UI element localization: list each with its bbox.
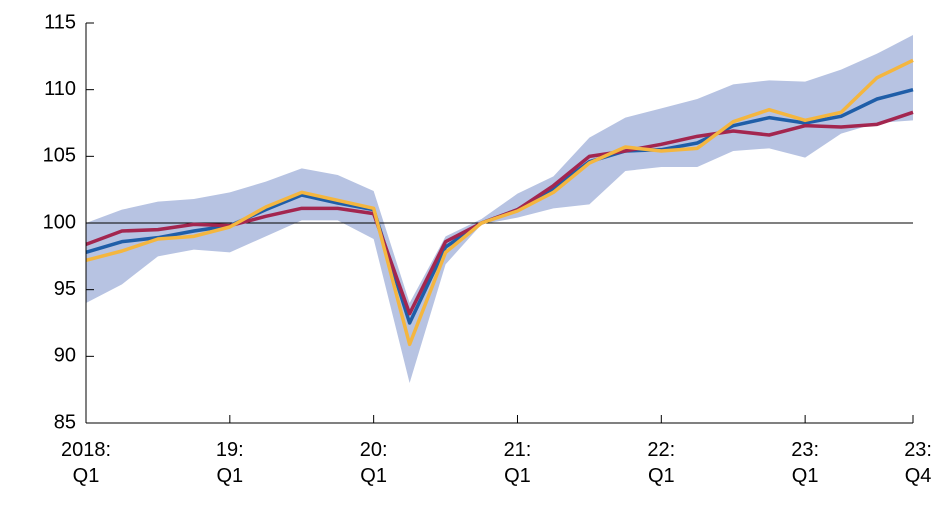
y-tick-label: 115 [44,11,76,33]
y-tick-label: 105 [43,145,76,167]
x-tick-label: 23: Q1 [791,439,820,487]
y-tick-label: 90 [54,345,76,367]
x-tick-label: 2018: Q1 [60,439,112,487]
x-tick-label: 23: Q4 [904,439,932,487]
y-tick-label: 85 [54,411,76,433]
range-band [86,35,913,383]
x-tick-label: 22: Q1 [647,439,676,487]
y-tick-label: 95 [54,278,76,300]
y-tick-label: 100 [43,211,76,233]
x-tick-label: 20: Q1 [359,439,388,487]
x-tick-label: 21: Q1 [503,439,532,487]
x-tick-label: 19: Q1 [215,439,244,487]
series-line [85,58,914,347]
y-tick-label: 110 [44,78,76,100]
